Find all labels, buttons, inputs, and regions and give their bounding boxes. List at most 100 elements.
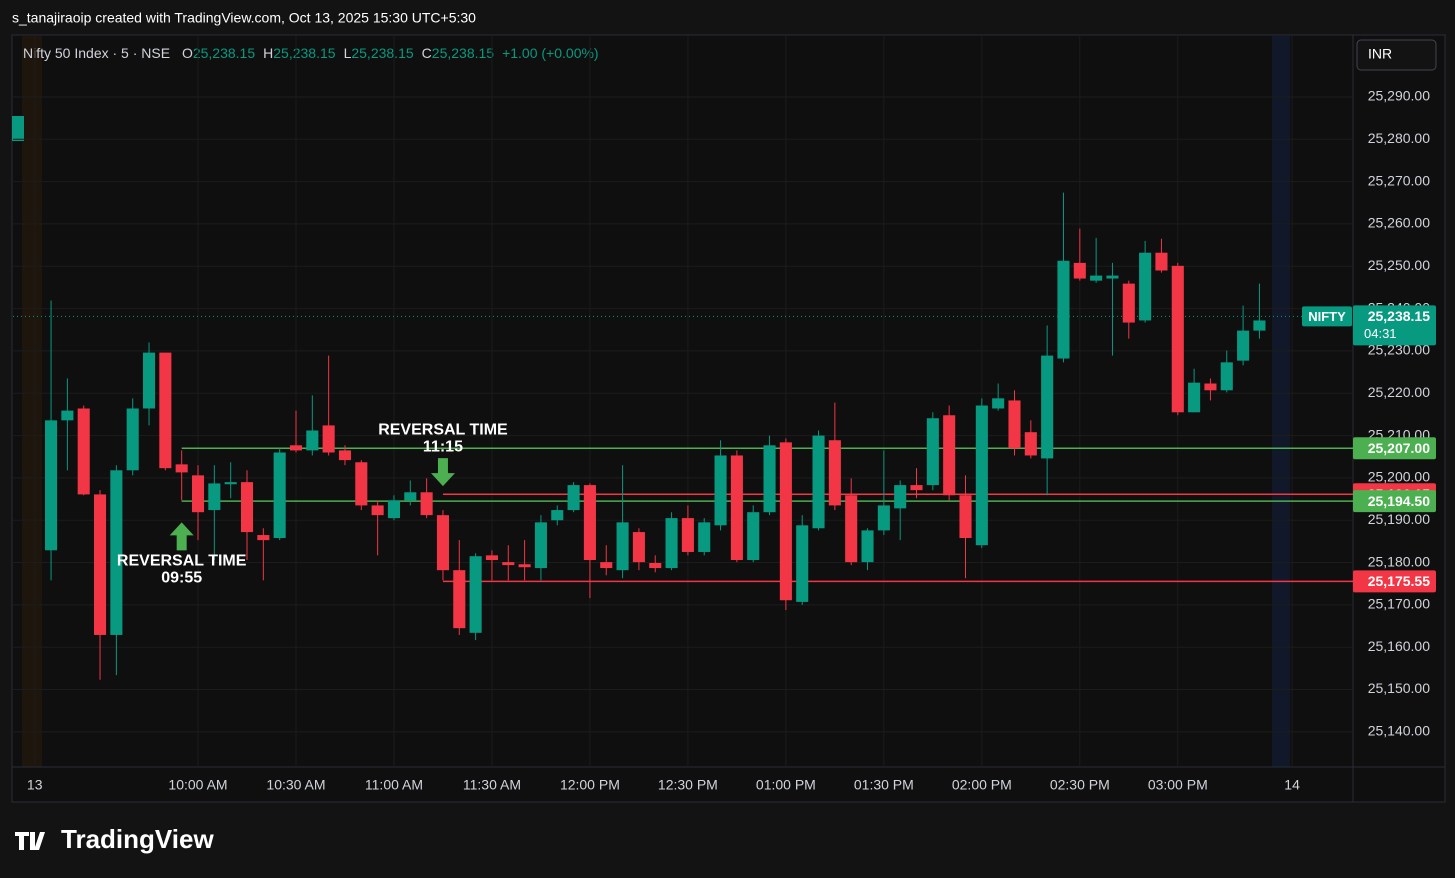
indicator-marker <box>12 116 24 141</box>
candle-body <box>142 352 156 409</box>
candle-body <box>518 564 531 568</box>
candle-body <box>975 405 988 546</box>
x-tick-label: 03:00 PM <box>1148 777 1208 793</box>
y-tick-label: 25,250.00 <box>1368 257 1430 273</box>
y-tick-label: 25,140.00 <box>1368 723 1430 739</box>
arrow <box>169 522 194 551</box>
currency[interactable]: INR <box>1368 46 1392 62</box>
candle-body <box>420 492 433 516</box>
candle-body <box>273 452 286 539</box>
y-tick-label: 25,200.00 <box>1368 469 1430 485</box>
candle-body <box>355 462 368 506</box>
candle-body <box>224 482 237 485</box>
candle-body <box>1024 432 1037 456</box>
candle-body <box>61 410 74 421</box>
candles <box>45 192 1266 680</box>
candle-body <box>1204 383 1217 391</box>
x-tick-label: 02:00 PM <box>952 777 1012 793</box>
price-tag-label: 25,207.00 <box>1368 440 1430 456</box>
x-tick-label: 02:30 PM <box>1050 777 1110 793</box>
ohlc-value: 25,238.15 <box>432 45 494 61</box>
candle-body <box>371 505 384 516</box>
ohlc-value: 25,238.15 <box>351 45 413 61</box>
candle-body <box>894 485 907 509</box>
candle-body <box>583 485 596 561</box>
candle-body <box>404 492 417 501</box>
candle-body <box>338 450 352 461</box>
candle-body <box>616 522 629 571</box>
session-band <box>22 36 42 767</box>
candle-body <box>845 495 858 563</box>
candle-body <box>828 440 841 506</box>
x-tick-label: 11:00 AM <box>365 777 423 793</box>
candle-body <box>812 435 825 529</box>
x-tick-label: 10:00 AM <box>168 777 227 793</box>
candle-body <box>1171 265 1184 413</box>
candle-body <box>649 562 662 569</box>
price-tag-label: 25,194.50 <box>1368 493 1430 509</box>
candle-body <box>322 425 335 453</box>
candle-body <box>681 518 694 552</box>
candle-body <box>1073 262 1086 279</box>
candle-body <box>910 485 923 491</box>
candle-body <box>730 455 743 561</box>
candle-body <box>240 482 254 533</box>
y-tick-label: 25,260.00 <box>1368 215 1430 231</box>
candle-body <box>93 494 107 635</box>
chart-frame <box>11 34 1446 803</box>
candle-body <box>1155 252 1168 271</box>
candle-body <box>110 470 123 635</box>
ohlc-value: 25,238.15 <box>193 45 255 61</box>
symbol: Nifty 50 Index · 5 · NSE <box>23 45 170 61</box>
logo: TradingView <box>15 824 214 854</box>
candle-body <box>796 525 809 602</box>
candle-body <box>502 562 515 566</box>
x-tick-label: 13 <box>27 777 43 793</box>
logo-icon <box>15 832 45 850</box>
ohlc-key: C <box>422 45 432 61</box>
candle-body <box>289 445 303 451</box>
header: s_tanajiraoip created with TradingView.c… <box>12 10 476 26</box>
candle-body <box>665 518 678 569</box>
y-tick-label: 25,220.00 <box>1368 384 1430 400</box>
x-tick-label: 12:00 PM <box>560 777 620 793</box>
y-tick-label: 25,150.00 <box>1368 680 1430 696</box>
candle-body <box>77 408 90 495</box>
candle-body <box>714 455 727 526</box>
candle-body <box>1106 275 1119 279</box>
price-tag <box>1353 437 1436 460</box>
candle-body <box>632 532 645 563</box>
candle-body <box>779 442 792 601</box>
candle-body <box>943 415 956 496</box>
x-tick-label: 01:00 PM <box>756 777 816 793</box>
y-tick-label: 25,290.00 <box>1368 88 1430 104</box>
candle-body <box>763 445 776 513</box>
candle-body <box>1253 320 1266 331</box>
annotation: REVERSAL TIME <box>117 553 247 570</box>
x-tick-label: 01:30 PM <box>854 777 914 793</box>
price-tag-label: 25,238.15 <box>1368 308 1430 324</box>
x-tick-label: 10:30 AM <box>266 777 325 793</box>
y-tick-label: 25,180.00 <box>1368 553 1430 569</box>
candle-body <box>1041 355 1054 459</box>
y-tick-label: 25,160.00 <box>1368 638 1430 654</box>
session-band <box>1272 36 1290 767</box>
candle-body <box>306 430 319 451</box>
candle-body <box>436 515 449 571</box>
candle-body <box>45 420 58 551</box>
y-tick-label: 25,190.00 <box>1368 511 1430 527</box>
candle-body <box>567 485 580 511</box>
candle-body <box>1188 382 1201 413</box>
candle-body <box>453 570 466 629</box>
candle-body <box>1220 362 1233 391</box>
candle-body <box>600 562 613 569</box>
legend-row: Nifty 50 Index · 5 · NSE O25,238.15 H25,2… <box>23 45 599 61</box>
currency-box[interactable] <box>1356 39 1437 71</box>
candle-body <box>992 398 1005 409</box>
symbol-tag <box>1302 306 1352 327</box>
ohlc-value: 25,238.15 <box>273 45 335 61</box>
annotation: 09:55 <box>161 570 202 587</box>
annotation: 11:15 <box>423 438 463 455</box>
price-tag <box>1353 490 1436 513</box>
candle-body <box>1237 330 1250 361</box>
